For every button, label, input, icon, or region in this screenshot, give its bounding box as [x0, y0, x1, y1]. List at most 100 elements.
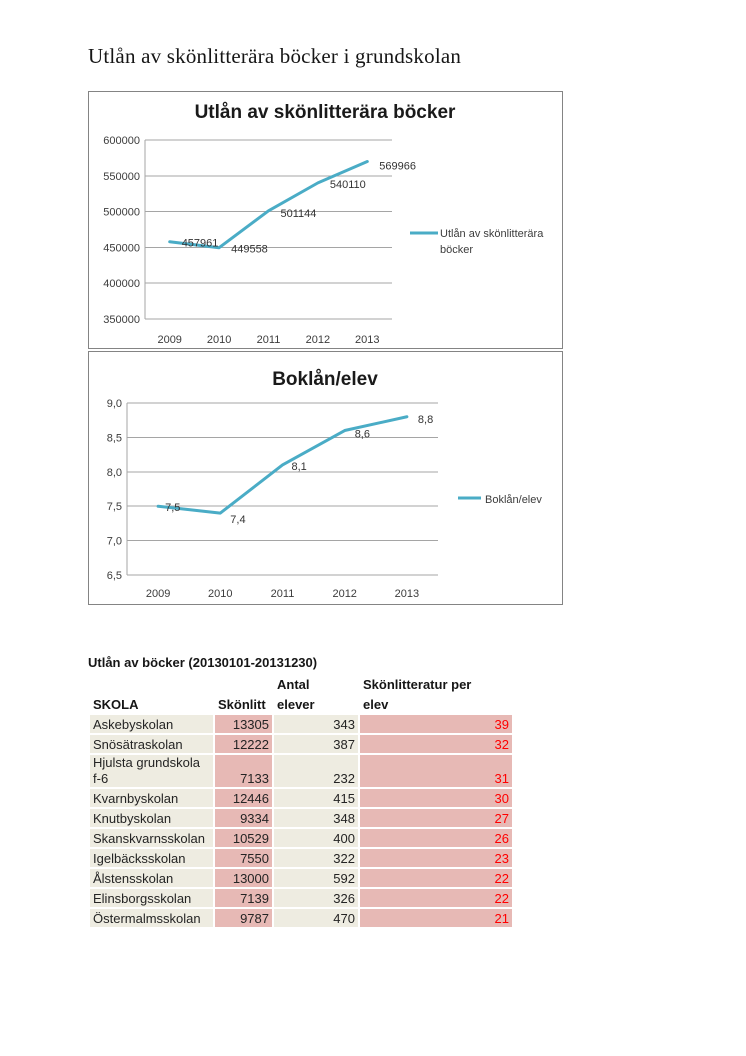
- data-label: 7,5: [165, 502, 180, 514]
- school-cell: Askebyskolan: [90, 715, 213, 733]
- per-elev-cell: 39: [360, 715, 512, 733]
- data-label: 449558: [231, 244, 268, 256]
- table-header: Antal Skönlitteratur per SKOLA Skönlitt elev…: [90, 675, 512, 713]
- table-row: Knutbyskolan 9334 348 27: [90, 809, 512, 827]
- x-tick-label: 2010: [207, 334, 231, 346]
- school-cell: Östermalmsskolan: [90, 909, 213, 927]
- y-tick-label: 500000: [103, 207, 140, 219]
- y-tick-label: 8,5: [107, 432, 122, 444]
- x-tick-label: 2011: [271, 588, 295, 600]
- y-tick-label: 6,5: [107, 570, 122, 582]
- loans-table-section: Utlån av böcker (20130101-20131230) Anta…: [88, 655, 518, 929]
- elever-cell: 592: [274, 869, 358, 887]
- skonlitt-cell: 10529: [215, 829, 272, 847]
- skonlitt-cell: 9334: [215, 809, 272, 827]
- x-tick-label: 2012: [306, 334, 330, 346]
- y-tick-label: 600000: [103, 135, 140, 147]
- data-label: 7,4: [230, 514, 245, 526]
- chart-root: Utlån av skönlitterära böcker 350000 40000…: [103, 102, 544, 346]
- elever-cell: 470: [274, 909, 358, 927]
- table-row: Östermalmsskolan 9787 470 21: [90, 909, 512, 927]
- table-row: Igelbäcksskolan 7550 322 23: [90, 849, 512, 867]
- legend-label: Boklån/elev: [485, 494, 542, 506]
- chart-title: Boklån/elev: [272, 369, 378, 390]
- y-tick-label: 400000: [103, 278, 140, 290]
- school-cell: Snösätraskolan: [90, 735, 213, 753]
- per-elev-cell: 22: [360, 889, 512, 907]
- elever-cell: 322: [274, 849, 358, 867]
- series-line: [168, 160, 369, 250]
- per-elev-cell: 31: [360, 755, 512, 787]
- table-body: Askebyskolan 13305 343 39 Snösätraskolan 1222…: [90, 715, 512, 927]
- per-elev-cell: 22: [360, 869, 512, 887]
- y-tick-label: 450000: [103, 242, 140, 254]
- school-cell: Kvarnbyskolan: [90, 789, 213, 807]
- header-cell: [90, 675, 213, 693]
- school-cell: Igelbäcksskolan: [90, 849, 213, 867]
- school-cell: Hjulsta grundskola f-6: [90, 755, 213, 787]
- skonlitt-cell: 13000: [215, 869, 272, 887]
- skonlitt-cell: 9787: [215, 909, 272, 927]
- skonlitt-cell: 13305: [215, 715, 272, 733]
- table-title: Utlån av böcker (20130101-20131230): [88, 655, 318, 670]
- header-row: SKOLA Skönlitt elever elev: [90, 695, 512, 713]
- loans-chart-frame: Utlån av skönlitterära böcker 350000 40000…: [88, 91, 563, 349]
- y-tick-label: 350000: [103, 314, 140, 326]
- elever-cell: 348: [274, 809, 358, 827]
- x-tick-label: 2013: [395, 588, 419, 600]
- table-row: Elinsborgsskolan 7139 326 22: [90, 889, 512, 907]
- legend-label: Utlån av skönlitterära: [440, 228, 544, 240]
- data-label: 8,6: [355, 429, 370, 441]
- skonlitt-cell: 7133: [215, 755, 272, 787]
- y-tick-label: 9,0: [107, 398, 122, 410]
- y-tick-label: 8,0: [107, 467, 122, 479]
- x-tick-label: 2011: [257, 334, 281, 346]
- skonlitt-cell: 7139: [215, 889, 272, 907]
- elever-cell: 232: [274, 755, 358, 787]
- table-row: Snösätraskolan 12222 387 32: [90, 735, 512, 753]
- skonlitt-cell: 7550: [215, 849, 272, 867]
- x-tick-label: 2013: [355, 334, 379, 346]
- header-cell: Skönlitteratur per: [363, 677, 472, 692]
- per-elev-cell: 30: [360, 789, 512, 807]
- y-tick-label: 7,0: [107, 536, 122, 548]
- data-label: 457961: [182, 238, 219, 250]
- skonlitt-cell: 12446: [215, 789, 272, 807]
- y-tick-label: 550000: [103, 171, 140, 183]
- header-cell: elever: [277, 697, 315, 712]
- data-label: 501144: [281, 208, 317, 220]
- table-row: Hjulsta grundskola f-6 7133 232 31: [90, 755, 512, 787]
- page-title: Utlån av skönlitterära böcker i grundsko…: [88, 44, 462, 68]
- series-line: [156, 415, 409, 515]
- table-row: Ålstensskolan 13000 592 22: [90, 869, 512, 887]
- y-tick-label: 7,5: [107, 501, 122, 513]
- school-cell: Knutbyskolan: [90, 809, 213, 827]
- loans-per-student-chart-frame: Boklån/elev 6,5 7,0 7,5 8,0 8,5 9,0 2009 2010 201…: [88, 351, 563, 605]
- header-cell: Skönlitt: [218, 697, 266, 712]
- elever-cell: 415: [274, 789, 358, 807]
- x-tick-label: 2010: [208, 588, 232, 600]
- school-cell: Ålstensskolan: [90, 869, 213, 887]
- loans-line-chart: Utlån av skönlitterära böcker 350000 40000…: [103, 102, 544, 346]
- table-row: Kvarnbyskolan 12446 415 30: [90, 789, 512, 807]
- x-tick-label: 2009: [157, 334, 181, 346]
- per-elev-cell: 32: [360, 735, 512, 753]
- x-tick-label: 2012: [332, 588, 356, 600]
- header-cell: Antal: [277, 677, 310, 692]
- loans-per-student-line-chart: Boklån/elev 6,5 7,0 7,5 8,0 8,5 9,0 2009 2010 201…: [107, 369, 543, 600]
- school-cell: Skanskvarnsskolan: [90, 829, 213, 847]
- per-elev-cell: 26: [360, 829, 512, 847]
- header-row: Antal Skönlitteratur per: [90, 675, 512, 693]
- data-label: 8,8: [418, 414, 433, 426]
- x-tick-label: 2009: [146, 588, 170, 600]
- loans-table: Antal Skönlitteratur per SKOLA Skönlitt elev…: [88, 673, 514, 929]
- data-label: 569966: [379, 161, 416, 173]
- header-cell: [215, 675, 272, 693]
- per-elev-cell: 23: [360, 849, 512, 867]
- chart-root: Boklån/elev 6,5 7,0 7,5 8,0 8,5 9,0 2009 2010 201…: [107, 369, 543, 600]
- skonlitt-cell: 12222: [215, 735, 272, 753]
- header-cell: elev: [363, 697, 389, 712]
- elever-cell: 326: [274, 889, 358, 907]
- table-row: Skanskvarnsskolan 10529 400 26: [90, 829, 512, 847]
